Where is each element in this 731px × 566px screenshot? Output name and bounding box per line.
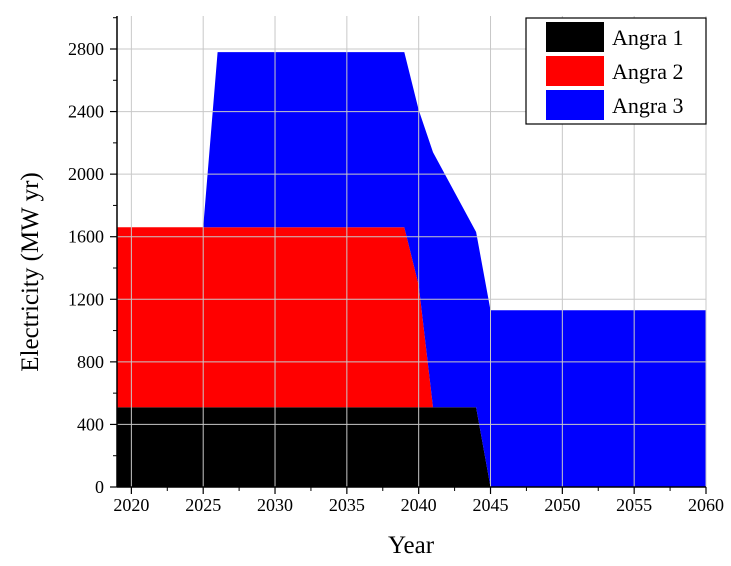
- legend-label: Angra 2: [612, 59, 683, 84]
- x-axis-title: Year: [388, 532, 435, 559]
- x-tick-label: 2035: [329, 495, 365, 515]
- axis-ticks: 2020 2025 2030 2035 2040 2045 2050 2055 2060 0 400…: [68, 17, 724, 515]
- legend-label: Angra 1: [612, 25, 683, 50]
- legend-label: Angra 3: [612, 93, 683, 118]
- x-tick-label: 2060: [688, 495, 724, 515]
- x-tick-label: 2050: [544, 495, 580, 515]
- x-tick-label: 2040: [401, 495, 437, 515]
- y-tick-label: 2000: [68, 164, 104, 184]
- y-axis-title: Electricity (MW yr): [17, 172, 44, 371]
- y-tick-label: 1200: [68, 289, 104, 309]
- legend: Angra 1 Angra 2 Angra 3: [525, 17, 707, 125]
- legend-swatch: [546, 90, 604, 120]
- y-tick-label: 1600: [68, 227, 104, 247]
- series-area-angra-1: [117, 407, 706, 487]
- x-tick-label: 2055: [616, 495, 652, 515]
- x-tick-label: 2045: [473, 495, 509, 515]
- x-tick-label: 2030: [257, 495, 293, 515]
- x-tick-label: 2020: [113, 495, 149, 515]
- series-areas: [117, 52, 706, 488]
- y-tick-label: 0: [95, 477, 104, 497]
- y-tick-label: 2800: [68, 39, 104, 59]
- series-area-angra-2: [117, 227, 706, 488]
- legend-swatch: [546, 22, 604, 52]
- y-tick-label: 2400: [68, 102, 104, 122]
- y-tick-label: 800: [77, 352, 104, 372]
- x-tick-label: 2025: [185, 495, 221, 515]
- legend-swatch: [546, 56, 604, 86]
- series-area-angra-3: [117, 52, 706, 487]
- plot-frame: [116, 16, 706, 488]
- y-tick-label: 400: [77, 414, 104, 434]
